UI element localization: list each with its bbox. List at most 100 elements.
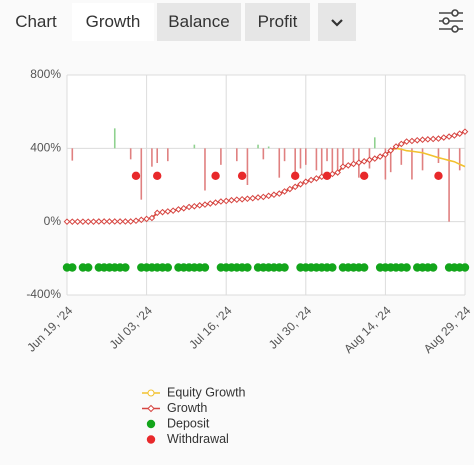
- marker: [244, 195, 251, 203]
- marker: [254, 194, 262, 201]
- marker: [217, 198, 225, 205]
- bar: [384, 148, 387, 180]
- marker: [302, 178, 310, 186]
- chevron-icon: [331, 19, 343, 27]
- tab-growth[interactable]: Growth: [72, 3, 154, 41]
- marker: [191, 202, 198, 210]
- marker: [371, 155, 379, 162]
- legend-marker: [147, 389, 155, 397]
- bar: [342, 148, 344, 167]
- x-tick-label: Jul 30, '24: [266, 303, 315, 352]
- bar: [315, 148, 318, 171]
- x-tick-label: Jul 03, '24: [107, 303, 156, 352]
- bar: [140, 148, 143, 200]
- marker: [111, 218, 119, 225]
- marker: [355, 159, 363, 166]
- bar: [421, 148, 424, 171]
- marker: [360, 158, 368, 165]
- marker: [137, 216, 145, 224]
- marker: [153, 209, 161, 217]
- bar: [262, 148, 265, 160]
- chart: -400% 0% 400% 800% Jun 19, '24 Jul 03, '24 Jul…: [24, 67, 474, 446]
- dot: [68, 263, 77, 272]
- marker: [164, 208, 172, 215]
- bar: [236, 148, 238, 162]
- marker: [90, 218, 97, 225]
- marker: [376, 153, 384, 160]
- marker: [291, 183, 299, 191]
- marker: [100, 218, 108, 225]
- bar: [278, 148, 281, 178]
- bar: [373, 137, 376, 149]
- marker: [461, 128, 469, 135]
- marker: [429, 135, 437, 143]
- bar: [305, 148, 307, 165]
- bar: [352, 148, 355, 163]
- marker: [68, 218, 76, 225]
- dot: [328, 263, 337, 272]
- marker: [329, 170, 336, 178]
- marker: [148, 214, 156, 222]
- bar: [283, 148, 286, 162]
- y-tick-label: 400%: [30, 141, 61, 155]
- legend-label: Withdrawal: [167, 432, 229, 446]
- bar: [167, 148, 169, 162]
- legend-label: Growth: [167, 401, 207, 415]
- dot: [359, 263, 369, 272]
- dot: [243, 263, 252, 272]
- marker: [387, 147, 395, 154]
- tab-chart[interactable]: Chart: [15, 12, 57, 31]
- marker: [249, 194, 257, 202]
- y-tick-label: 0%: [44, 214, 62, 228]
- marker: [95, 218, 103, 225]
- settings-icon[interactable]: [436, 6, 466, 36]
- bar: [389, 148, 392, 173]
- marker: [260, 193, 267, 201]
- y-tick-label: -400%: [26, 287, 61, 301]
- dot: [84, 263, 93, 272]
- marker: [201, 201, 209, 208]
- y-tick-label: 800%: [30, 67, 61, 81]
- marker: [440, 134, 448, 141]
- tab-profit[interactable]: Profit: [245, 3, 310, 41]
- bar: [326, 148, 328, 162]
- bar: [320, 148, 323, 180]
- marker: [307, 176, 315, 184]
- x-tick-label: Aug 14, '24: [341, 303, 394, 356]
- marker: [106, 218, 113, 225]
- marker: [451, 132, 458, 139]
- marker: [297, 180, 304, 188]
- dot: [290, 171, 300, 181]
- x-tick-label: Aug 29, '24: [421, 303, 474, 356]
- marker: [398, 140, 405, 148]
- marker: [445, 133, 453, 140]
- bar: [411, 148, 413, 180]
- marker: [212, 199, 219, 206]
- marker: [435, 135, 442, 142]
- marker: [339, 163, 347, 170]
- dot: [200, 263, 210, 272]
- legend-marker: [147, 404, 155, 413]
- bar: [113, 128, 116, 149]
- bar: [267, 146, 270, 149]
- marker: [132, 217, 140, 225]
- plot-area: [67, 75, 465, 295]
- tab-bar: Chart Growth Balance Profit: [0, 0, 474, 44]
- dot: [211, 171, 220, 181]
- bar: [193, 144, 196, 149]
- marker: [270, 191, 278, 199]
- marker: [424, 136, 432, 143]
- marker: [286, 185, 294, 193]
- legend-label: Equity Growth: [167, 385, 246, 399]
- marker: [313, 175, 320, 182]
- dot: [322, 171, 332, 181]
- tab-balance[interactable]: Balance: [157, 3, 241, 41]
- marker: [169, 207, 177, 214]
- dot: [280, 263, 289, 272]
- marker: [233, 196, 241, 203]
- marker: [206, 200, 214, 207]
- bar: [448, 148, 450, 222]
- dropdown[interactable]: [318, 3, 356, 41]
- bar: [294, 148, 296, 174]
- marker: [392, 143, 400, 150]
